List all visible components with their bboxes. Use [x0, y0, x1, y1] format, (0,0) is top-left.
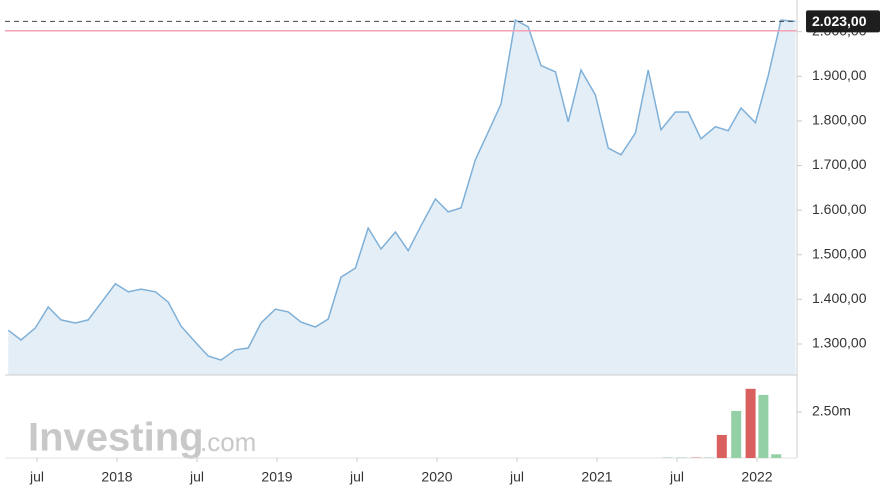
- price-line: [7, 18, 796, 361]
- y-tick-label: 1.300,00: [812, 335, 867, 351]
- price-tag-label: 2.023,00: [812, 13, 867, 29]
- y-tick-label: 1.700,00: [812, 156, 867, 172]
- x-tick-label: 2018: [101, 469, 132, 485]
- volume-bar: [676, 457, 687, 458]
- volume-bar: [745, 388, 756, 458]
- y-tick-label: 1.400,00: [812, 290, 867, 306]
- y-tick-label: 1.900,00: [812, 67, 867, 83]
- x-tick-label: 2022: [741, 469, 772, 485]
- watermark-brand: Investing: [28, 416, 204, 460]
- x-tick-label: jul: [509, 469, 524, 485]
- price-tag: [806, 10, 880, 33]
- y-tick-label: 1.600,00: [812, 201, 867, 217]
- x-tick-label: jul: [29, 469, 44, 485]
- x-tick-label: 2019: [261, 469, 292, 485]
- volume-bar: [691, 457, 702, 458]
- volume-bar: [771, 454, 782, 458]
- volume-bar: [716, 434, 727, 458]
- volume-bar: [758, 394, 769, 458]
- x-tick-label: 2020: [421, 469, 452, 485]
- y-tick-label: 1.500,00: [812, 245, 867, 261]
- x-tick-label: jul: [349, 469, 364, 485]
- volume-bar: [731, 410, 742, 458]
- volume-bar: [704, 457, 714, 458]
- watermark-suffix: .com: [200, 427, 256, 457]
- volume-bar: [662, 457, 673, 458]
- area-fill: [8, 20, 796, 375]
- x-tick-label: jul: [669, 469, 684, 485]
- x-tick-label: jul: [189, 469, 204, 485]
- x-tick-label: 2021: [581, 469, 612, 485]
- volume-tick-label: 2.50m: [812, 403, 851, 419]
- y-tick-label: 1.800,00: [812, 112, 867, 128]
